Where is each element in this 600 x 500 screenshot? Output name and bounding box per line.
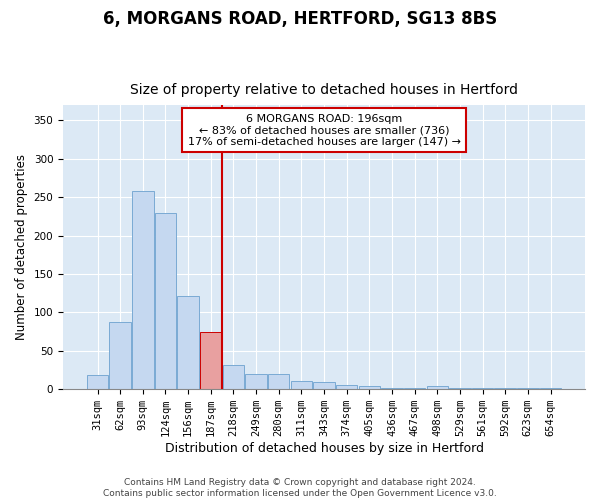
Y-axis label: Number of detached properties: Number of detached properties <box>15 154 28 340</box>
Bar <box>540 388 561 389</box>
Bar <box>449 388 470 389</box>
Bar <box>245 374 267 389</box>
Bar <box>223 366 244 389</box>
Bar <box>109 322 131 389</box>
Text: 6, MORGANS ROAD, HERTFORD, SG13 8BS: 6, MORGANS ROAD, HERTFORD, SG13 8BS <box>103 10 497 28</box>
Text: 6 MORGANS ROAD: 196sqm
← 83% of detached houses are smaller (736)
17% of semi-de: 6 MORGANS ROAD: 196sqm ← 83% of detached… <box>188 114 461 147</box>
Bar <box>132 191 154 389</box>
Bar <box>87 374 108 389</box>
Bar <box>200 332 221 389</box>
Text: Contains HM Land Registry data © Crown copyright and database right 2024.
Contai: Contains HM Land Registry data © Crown c… <box>103 478 497 498</box>
Bar <box>472 388 493 389</box>
Title: Size of property relative to detached houses in Hertford: Size of property relative to detached ho… <box>130 83 518 97</box>
Bar <box>155 212 176 389</box>
Bar <box>336 384 358 389</box>
Bar <box>359 386 380 389</box>
Bar <box>517 388 539 389</box>
Bar <box>268 374 289 389</box>
Bar <box>313 382 335 389</box>
Bar <box>494 388 516 389</box>
Bar <box>404 388 425 389</box>
Bar <box>381 388 403 389</box>
Bar <box>427 386 448 389</box>
Bar <box>178 296 199 389</box>
Bar <box>290 381 312 389</box>
X-axis label: Distribution of detached houses by size in Hertford: Distribution of detached houses by size … <box>164 442 484 455</box>
